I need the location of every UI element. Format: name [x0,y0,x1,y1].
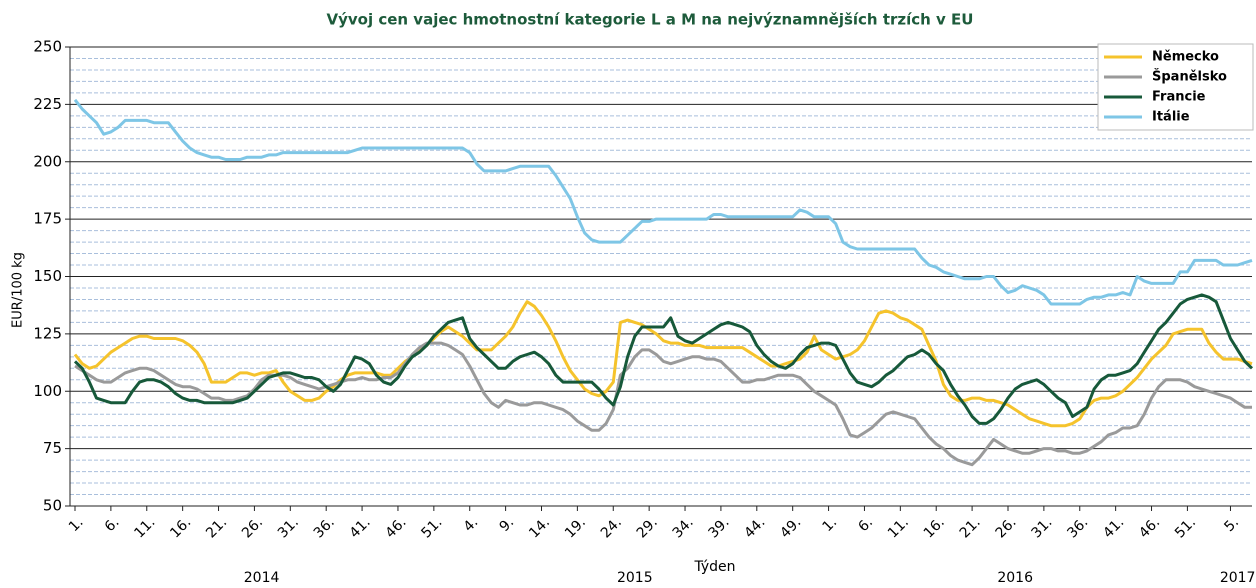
x-tick-label: 46. [383,514,410,541]
x-tick-label: 51. [418,514,445,541]
x-tick-label: 6. [855,514,876,535]
x-tick-label: 4. [461,514,482,535]
y-tick-label: 250 [33,38,62,56]
chart-title: Vývoj cen vajec hmotnostní kategorie L a… [327,11,974,29]
y-tick-label: 75 [43,439,62,457]
year-label: 2014 [244,570,280,586]
legend-label: Německo [1152,50,1219,65]
y-tick-label: 100 [33,382,62,400]
y-axis-title: EUR/100 kg [11,252,26,328]
y-tick-label: 50 [43,497,62,515]
series-line [73,293,1254,425]
x-tick-label: 5. [1221,514,1242,535]
x-tick-label: 29. [634,514,661,541]
legend-label: Španělsko [1152,69,1227,85]
series-line [74,341,1252,467]
x-tick-label: 16. [167,514,194,541]
year-label: 2016 [997,570,1033,586]
x-tick-label: 21. [957,514,984,541]
x-tick-label: 41. [1100,514,1127,541]
x-tick-label: 6. [102,514,123,535]
x-tick-label: 39. [706,514,733,541]
legend-label: Francie [1152,90,1206,105]
x-tick-label: 31. [1028,514,1055,541]
x-tick-label: 1. [66,514,87,535]
x-tick-label: 9. [497,514,518,535]
x-axis-title: Týden [693,559,735,575]
series-line [73,98,1253,306]
x-tick-label: 51. [1172,514,1199,541]
x-tick-label: 1. [819,514,840,535]
x-tick-label: 34. [670,514,697,541]
y-tick-label: 225 [33,95,62,113]
x-tick-label: 21. [203,514,230,541]
y-tick-label: 125 [33,324,62,342]
x-tick-label: 16. [921,514,948,541]
legend-label: Itálie [1152,110,1190,125]
x-tick-label: 44. [741,514,768,541]
y-tick-label: 150 [33,267,62,285]
x-tick-label: 41. [347,514,374,541]
y-tick-label: 175 [33,210,62,228]
x-tick-label: 24. [598,514,625,541]
x-tick-label: 36. [1064,514,1091,541]
year-label: 2015 [617,570,653,586]
y-tick-label: 200 [33,152,62,170]
year-label: 2017 [1220,570,1256,586]
x-tick-label: 46. [1136,514,1163,541]
x-tick-label: 36. [311,514,338,541]
x-tick-label: 26. [993,514,1020,541]
x-tick-label: 26. [239,514,266,541]
x-tick-label: 31. [275,514,302,541]
series-line [73,300,1253,428]
x-tick-label: 19. [562,514,589,541]
x-tick-label: 11. [131,514,158,541]
x-tick-label: 14. [526,514,553,541]
x-tick-label: 11. [885,514,912,541]
x-tick-label: 49. [777,514,804,541]
